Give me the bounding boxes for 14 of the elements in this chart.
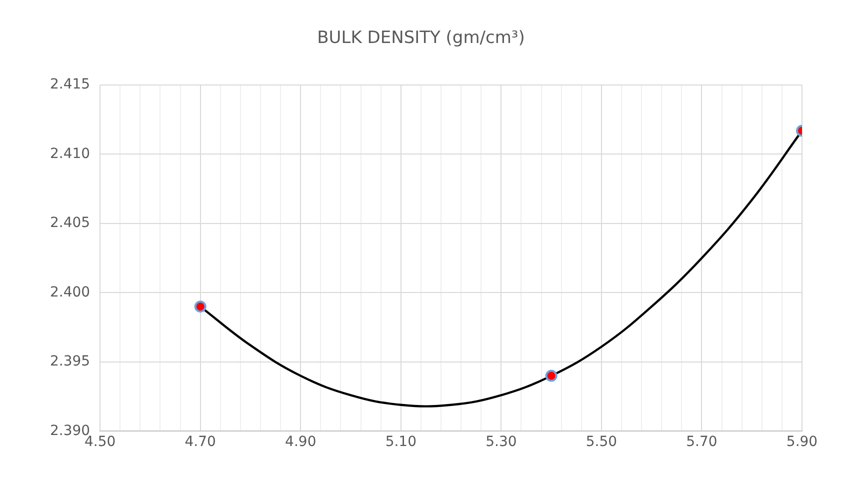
x-tick-label: 5.50 — [586, 434, 618, 450]
y-tick-label: 2.405 — [50, 215, 90, 232]
y-tick-label: 2.395 — [50, 354, 90, 370]
x-tick-label: 4.70 — [184, 434, 216, 450]
y-tick-label: 2.415 — [50, 76, 90, 93]
x-tick-label: 4.90 — [285, 434, 316, 450]
y-tick-label: 2.400 — [50, 284, 90, 300]
chart-title: BULK DENSITY (gm/cm³) — [316, 28, 526, 48]
x-tick-label: 5.90 — [786, 434, 818, 450]
x-tick-label: 5.10 — [385, 434, 416, 450]
y-tick-label: 2.410 — [50, 146, 90, 162]
x-tick-label: 5.70 — [686, 434, 718, 450]
x-tick-label: 4.50 — [84, 434, 116, 450]
x-tick-label: 5.30 — [486, 434, 517, 450]
